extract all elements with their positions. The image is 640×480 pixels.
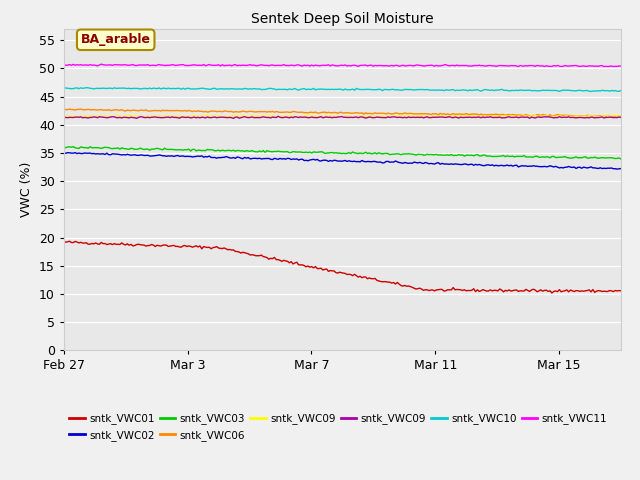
Legend: sntk_VWC01, sntk_VWC02, sntk_VWC03, sntk_VWC06, sntk_VWC09, sntk_VWC09, sntk_VWC: sntk_VWC01, sntk_VWC02, sntk_VWC03, sntk… — [69, 413, 607, 441]
Y-axis label: VWC (%): VWC (%) — [20, 162, 33, 217]
Text: BA_arable: BA_arable — [81, 33, 150, 46]
Title: Sentek Deep Soil Moisture: Sentek Deep Soil Moisture — [251, 12, 434, 26]
